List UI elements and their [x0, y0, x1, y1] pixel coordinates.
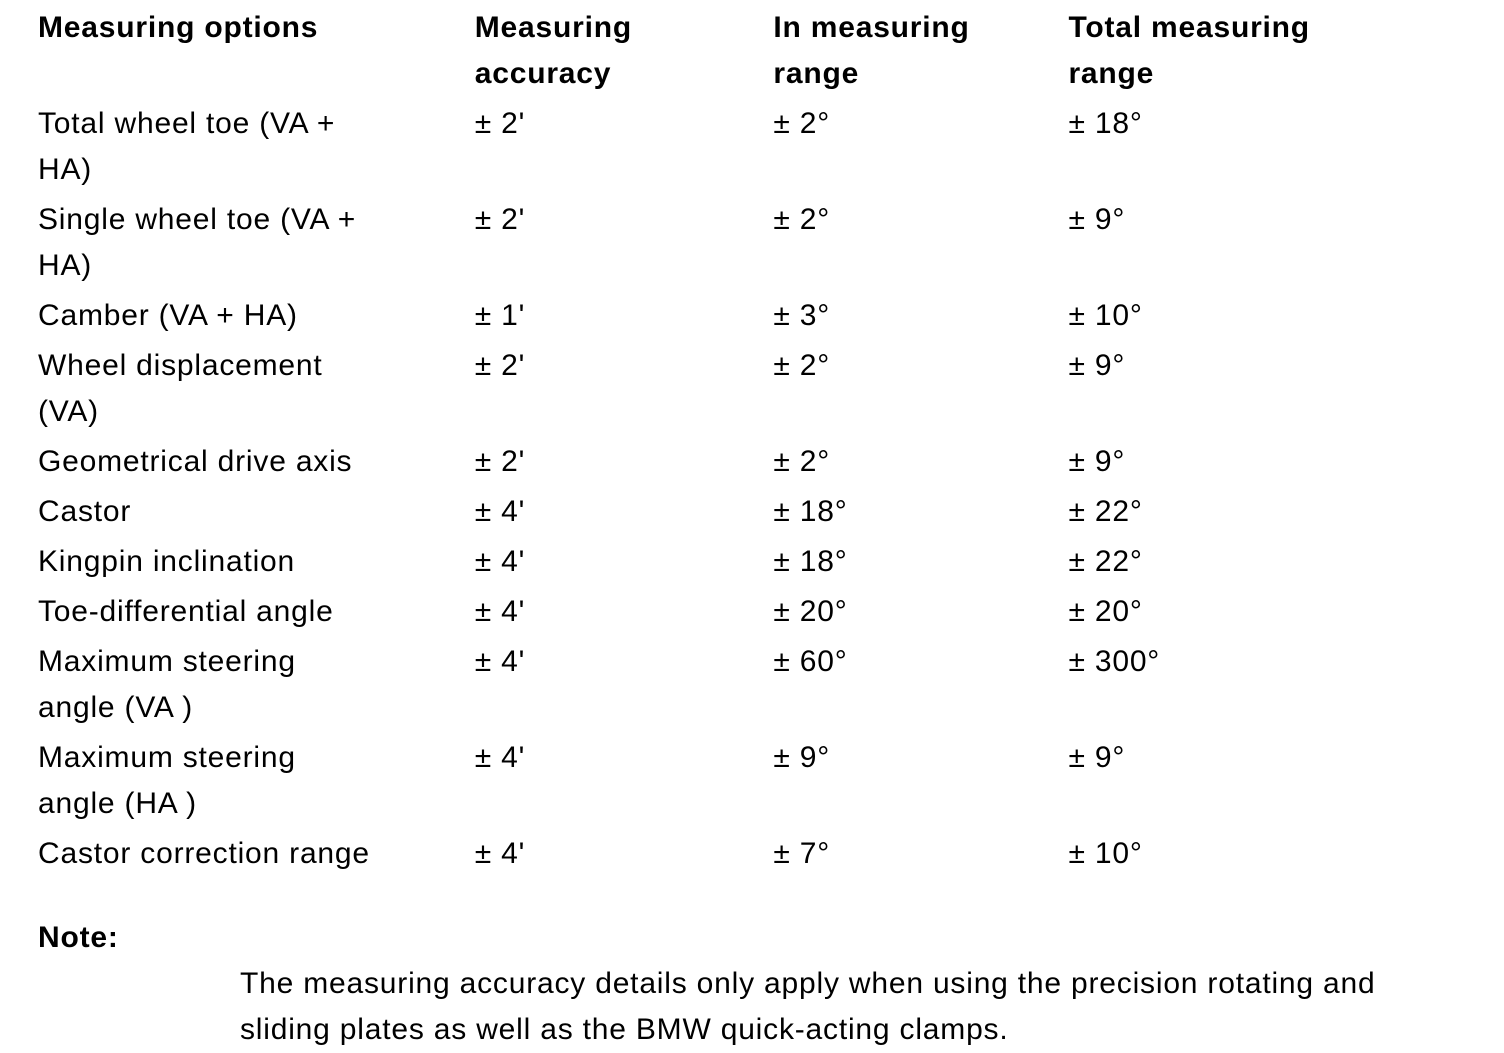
total-range-cell: ± 22° — [1068, 545, 1143, 578]
measuring-options-table: Measuring options Measuring accuracy In … — [38, 5, 1458, 881]
in-range-cell: ± 7° — [773, 837, 831, 870]
total-range-cell: ± 300° — [1068, 645, 1161, 678]
accuracy-cell: ± 2' — [474, 203, 526, 236]
table-row: Castor ± 4' ± 18° ± 22° — [38, 489, 1458, 539]
in-range-cell: ± 2° — [773, 349, 831, 382]
accuracy-cell: ± 4' — [474, 495, 526, 528]
total-range-cell: ± 9° — [1068, 445, 1126, 478]
option-cell: Maximum steering angle (HA ) — [38, 741, 296, 820]
table-row: Total wheel toe (VA + HA) ± 2' ± 2° ± 18… — [38, 101, 1458, 197]
header-in-measuring-range: In measuring range — [773, 11, 970, 90]
accuracy-cell: ± 1' — [474, 299, 526, 332]
option-cell: Kingpin inclination — [38, 545, 296, 578]
option-cell: Castor — [38, 495, 132, 528]
table-row: Maximum steering angle (VA ) ± 4' ± 60° … — [38, 639, 1458, 735]
total-range-cell: ± 10° — [1068, 837, 1143, 870]
table-row: Camber (VA + HA) ± 1' ± 3° ± 10° — [38, 293, 1458, 343]
table-row: Toe-differential angle ± 4' ± 20° ± 20° — [38, 589, 1458, 639]
note-section: Note: The measuring accuracy details onl… — [38, 915, 1504, 1053]
in-range-cell: ± 18° — [773, 545, 848, 578]
table-row: Maximum steering angle (HA ) ± 4' ± 9° ±… — [38, 735, 1458, 831]
in-range-cell: ± 2° — [773, 445, 831, 478]
option-cell: Maximum steering angle (VA ) — [38, 645, 296, 724]
total-range-cell: ± 9° — [1068, 741, 1126, 774]
accuracy-cell: ± 2' — [474, 107, 526, 140]
in-range-cell: ± 9° — [773, 741, 831, 774]
accuracy-cell: ± 4' — [474, 741, 526, 774]
option-cell: Toe-differential angle — [38, 595, 334, 628]
table-row: Single wheel toe (VA + HA) ± 2' ± 2° ± 9… — [38, 197, 1458, 293]
accuracy-cell: ± 4' — [474, 545, 526, 578]
in-range-cell: ± 2° — [773, 107, 831, 140]
total-range-cell: ± 22° — [1068, 495, 1143, 528]
table-row: Wheel displacement (VA) ± 2' ± 2° ± 9° — [38, 343, 1458, 439]
in-range-cell: ± 3° — [773, 299, 831, 332]
in-range-cell: ± 60° — [773, 645, 848, 678]
accuracy-cell: ± 4' — [474, 595, 526, 628]
total-range-cell: ± 18° — [1068, 107, 1143, 140]
total-range-cell: ± 9° — [1068, 349, 1126, 382]
accuracy-cell: ± 4' — [474, 645, 526, 678]
option-cell: Camber (VA + HA) — [38, 299, 298, 332]
option-cell: Wheel displacement (VA) — [38, 349, 323, 428]
option-cell: Single wheel toe (VA + HA) — [38, 203, 357, 282]
table-row: Castor correction range ± 4' ± 7° ± 10° — [38, 831, 1458, 881]
header-measuring-accuracy: Measuring accuracy — [474, 11, 632, 90]
option-cell: Geometrical drive axis — [38, 445, 353, 478]
in-range-cell: ± 2° — [773, 203, 831, 236]
total-range-cell: ± 10° — [1068, 299, 1143, 332]
header-measuring-options: Measuring options — [38, 11, 319, 44]
note-text: The measuring accuracy details only appl… — [240, 967, 1376, 1046]
table-row: Kingpin inclination ± 4' ± 18° ± 22° — [38, 539, 1458, 589]
accuracy-cell: ± 2' — [474, 349, 526, 382]
total-range-cell: ± 20° — [1068, 595, 1143, 628]
total-range-cell: ± 9° — [1068, 203, 1126, 236]
accuracy-cell: ± 2' — [474, 445, 526, 478]
table-row: Geometrical drive axis ± 2' ± 2° ± 9° — [38, 439, 1458, 489]
in-range-cell: ± 18° — [773, 495, 848, 528]
table-header-row: Measuring options Measuring accuracy In … — [38, 5, 1458, 101]
option-cell: Total wheel toe (VA + HA) — [38, 107, 336, 186]
option-cell: Castor correction range — [38, 837, 370, 870]
header-total-measuring-range: Total measuring range — [1068, 11, 1310, 90]
accuracy-cell: ± 4' — [474, 837, 526, 870]
in-range-cell: ± 20° — [773, 595, 848, 628]
note-label: Note: — [38, 921, 119, 954]
